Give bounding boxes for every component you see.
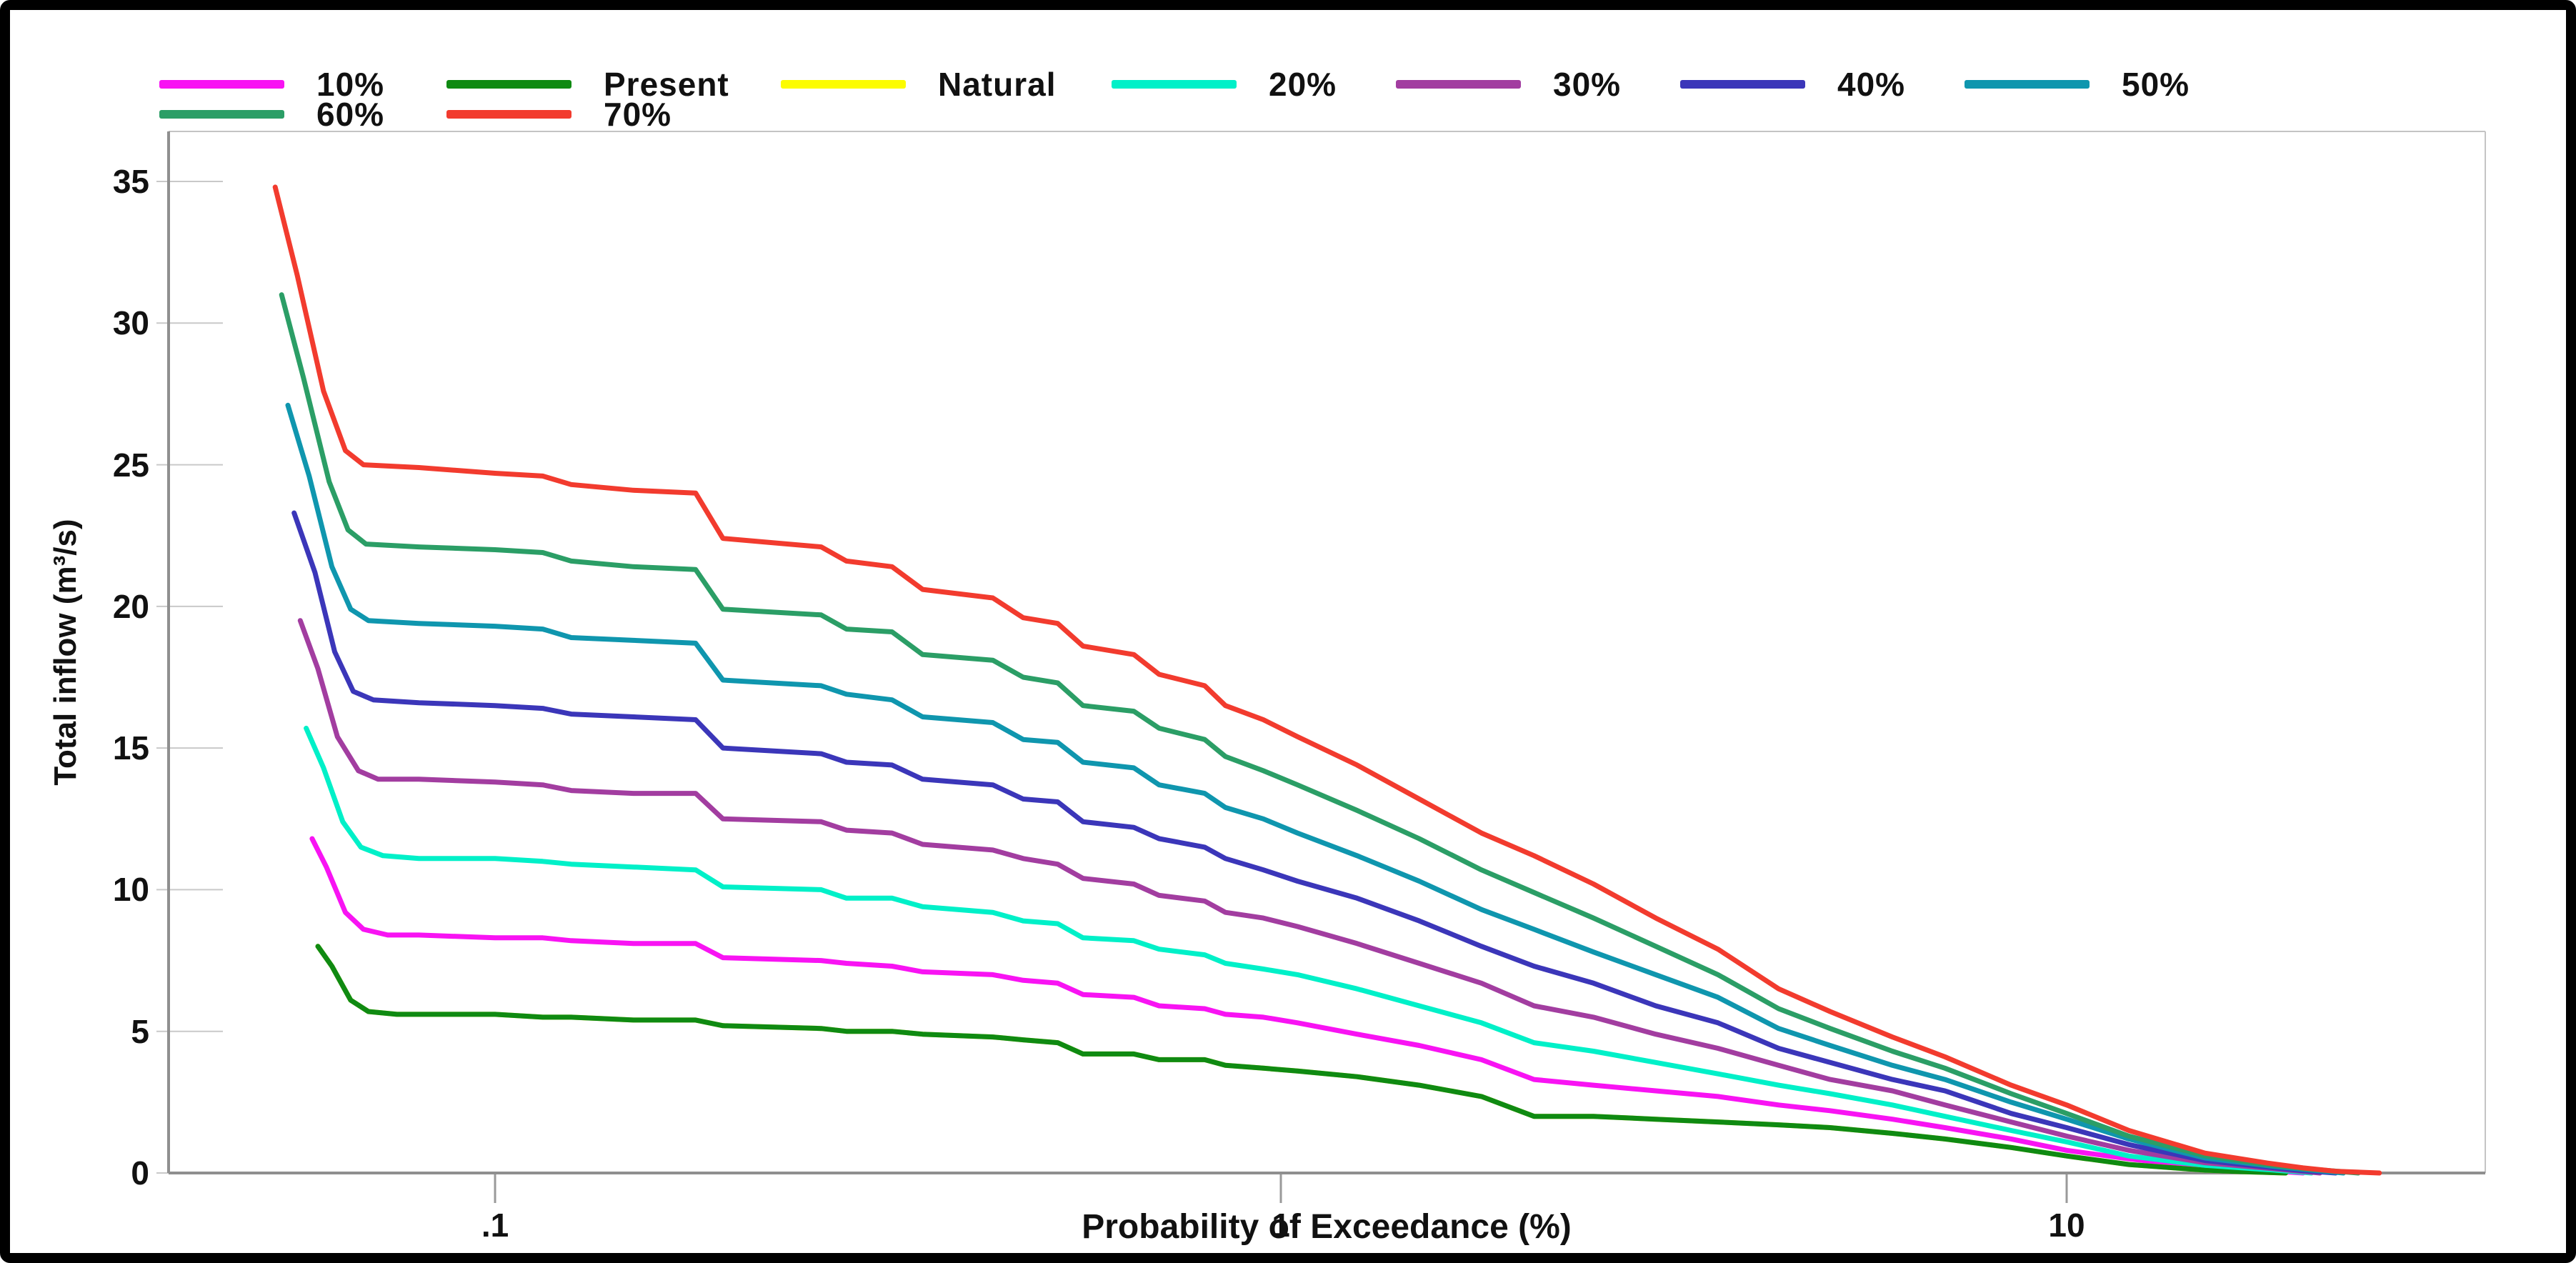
y-axis-title: Total inflow (m³/s) xyxy=(48,519,83,786)
series-line-10pct xyxy=(309,836,2306,1176)
x-tick-label: .1 xyxy=(481,1207,509,1244)
legend-swatch xyxy=(159,80,284,89)
y-tick-label: 0 xyxy=(131,1154,149,1192)
legend-swatch xyxy=(1965,80,2090,89)
legend-label: 70% xyxy=(604,96,672,133)
series-line-60pct xyxy=(279,292,2361,1176)
legend-item-30pct: 30% xyxy=(1396,66,1622,103)
legend-row-2: 60% 70% xyxy=(10,96,2566,133)
legend-label: Natural xyxy=(938,66,1057,103)
legend-label: Present xyxy=(604,66,729,103)
series-line-30pct xyxy=(297,618,2322,1176)
series-line-50pct xyxy=(285,402,2346,1176)
y-tick-label: 25 xyxy=(112,446,149,484)
legend-item-present: Present xyxy=(446,66,729,103)
legend-label: 40% xyxy=(1837,66,1906,103)
legend-label: 50% xyxy=(2122,66,2190,103)
x-tick-label: 1 xyxy=(1272,1207,1290,1244)
legend-item-natural: Natural xyxy=(781,66,1057,103)
legend-item-10pct: 10% xyxy=(159,66,385,103)
legend-swatch xyxy=(1396,80,1521,89)
series-line-20pct xyxy=(304,725,2315,1176)
series-line-70pct xyxy=(272,184,2382,1176)
legend-label: 10% xyxy=(316,66,385,103)
series-line-present xyxy=(315,944,2289,1176)
legend-item-70pct: 70% xyxy=(446,96,672,133)
legend-row-1: 10% Present Natural 20% 30% 40% 50% xyxy=(10,66,2566,103)
legend-swatch xyxy=(1680,80,1805,89)
chart-plot-area xyxy=(156,131,2486,1203)
y-tick-label: 30 xyxy=(112,304,149,342)
x-tick-label: 10 xyxy=(2048,1207,2085,1244)
series-line-40pct xyxy=(291,510,2339,1176)
legend-swatch xyxy=(781,80,906,89)
legend-swatch xyxy=(1112,80,1237,89)
legend-item-60pct: 60% xyxy=(159,96,385,133)
legend-swatch xyxy=(446,110,571,119)
y-tick-label: 5 xyxy=(131,1012,149,1050)
legend-item-50pct: 50% xyxy=(1965,66,2190,103)
legend-label: 30% xyxy=(1553,66,1622,103)
legend-item-40pct: 40% xyxy=(1680,66,1906,103)
y-tick-label: 10 xyxy=(112,871,149,909)
x-axis-title: Probability of Exceedance (%) xyxy=(1082,1208,1572,1246)
legend-swatch xyxy=(446,80,571,89)
legend-label: 20% xyxy=(1269,66,1337,103)
legend-swatch xyxy=(159,110,284,119)
legend-item-20pct: 20% xyxy=(1112,66,1337,103)
y-tick-label: 15 xyxy=(112,729,149,767)
legend-label: 60% xyxy=(316,96,385,133)
y-tick-label: 35 xyxy=(112,163,149,200)
series-line-natural xyxy=(315,944,2289,1176)
y-tick-label: 20 xyxy=(112,587,149,625)
